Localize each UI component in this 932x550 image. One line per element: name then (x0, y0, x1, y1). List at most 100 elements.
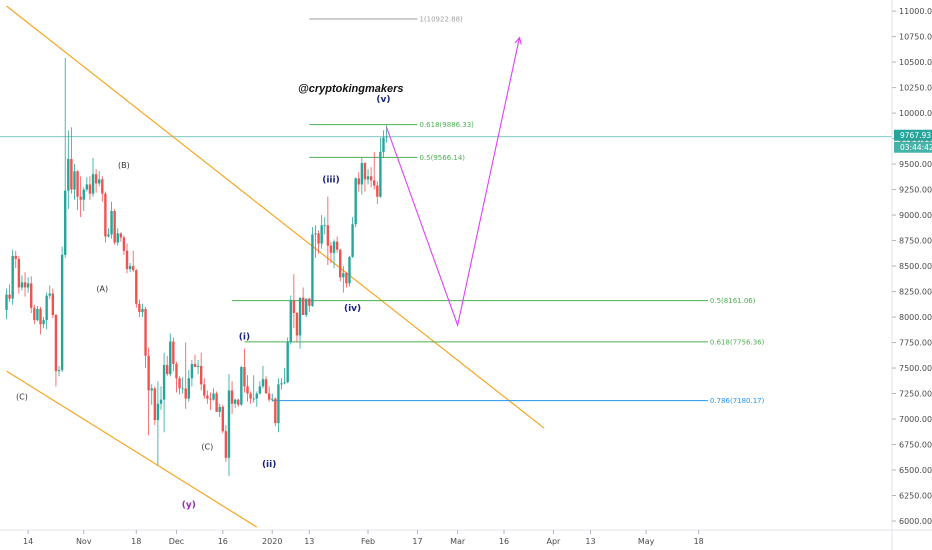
x-tick-label: 16 (218, 537, 228, 546)
fib-level-label: 0.5(9566.14) (419, 154, 465, 162)
candle-body (135, 270, 138, 304)
candle-body (342, 273, 345, 278)
x-tick-label: Feb (361, 537, 375, 546)
candle-body (17, 258, 21, 288)
candle-body (218, 406, 221, 412)
candle-body (320, 225, 323, 244)
candle-body (286, 341, 289, 383)
y-tick-label: 6000.00 (899, 517, 932, 526)
wave-label: (C) (201, 443, 213, 452)
candle-body (5, 294, 8, 310)
price-tag-box (894, 129, 932, 141)
y-tick-label: 8000.00 (899, 313, 932, 322)
candle-body (301, 297, 305, 316)
candle-body (178, 378, 181, 389)
candle-body (267, 393, 271, 400)
fib-level-label: 0.618(7756.36) (710, 338, 765, 346)
candle-body (20, 282, 24, 288)
candle-body (45, 295, 48, 321)
fib-level-label: 0.5(8161.06) (710, 297, 756, 305)
candle-body (101, 179, 104, 194)
candle-body (162, 364, 166, 400)
candle-body (203, 384, 206, 396)
y-tick-label: 10000.00 (899, 109, 932, 118)
wave-label: (B) (118, 161, 130, 170)
candle-body (360, 163, 364, 185)
wave-label: (y) (182, 501, 196, 511)
candle-body (311, 234, 314, 306)
candle-body (98, 179, 101, 184)
candle-body (196, 365, 200, 368)
x-tick-label: 17 (412, 537, 422, 546)
candle-body (39, 308, 42, 325)
candle-body (385, 136, 388, 138)
candle-body (141, 308, 144, 312)
x-tick-label: Apr (547, 537, 562, 546)
projection-arrowhead (514, 36, 522, 45)
candle-body (240, 367, 243, 405)
candle-body (144, 308, 147, 356)
candle-body (82, 189, 85, 200)
candle-body (280, 383, 283, 385)
y-tick-label: 7750.00 (899, 339, 932, 348)
candle-body (138, 303, 141, 312)
candle-body (298, 297, 302, 336)
candle-body (295, 312, 299, 336)
candle-body (94, 174, 98, 184)
candle-body (345, 273, 348, 284)
candle-body (308, 298, 311, 306)
y-tick-label: 8500.00 (899, 262, 932, 271)
current-price-tag: 9767.93 03:44:42 (894, 129, 932, 153)
wave-label: (iii) (322, 175, 339, 185)
candle-body (88, 184, 92, 194)
candle-body (335, 241, 339, 250)
y-tick-label: 9000.00 (899, 211, 932, 220)
candle-body (14, 255, 17, 259)
price-tag-value: 9767.93 (900, 131, 931, 140)
candle-body (60, 254, 64, 371)
candle-body (48, 293, 51, 296)
candle-body (264, 379, 268, 394)
y-tick-label: 10250.00 (899, 84, 932, 93)
candle-body (110, 210, 113, 235)
candle-body (193, 363, 197, 368)
candle-body (30, 283, 33, 308)
candle-body (76, 171, 79, 197)
candle-body (131, 266, 135, 271)
candle-body (199, 365, 203, 385)
y-tick-label: 8250.00 (899, 288, 932, 297)
candle-body (175, 363, 178, 379)
candle-body (258, 386, 262, 394)
candle-body (230, 390, 234, 404)
x-tick-label: 16 (499, 537, 509, 546)
candle-body (206, 395, 209, 399)
candle-body (274, 398, 277, 424)
x-tick-label: 13 (304, 537, 314, 546)
candle-body (107, 234, 110, 237)
candle-body (221, 406, 224, 432)
time-axis[interactable]: 14 Nov 18 Dec 16 2020 13 Feb 17 Mar 16 Apr 13 May 18 (23, 530, 704, 546)
plot-area[interactable]: 1(10922.88) 0.618(9886.33) 0.5(9566.14) 0.5… (0, 5, 892, 528)
candle-body (113, 210, 116, 243)
candle-body (172, 341, 175, 364)
y-tick-label: 6750.00 (899, 441, 932, 450)
candle-body (104, 193, 107, 237)
candle-body (255, 393, 258, 399)
x-tick-label: 2020 (262, 537, 282, 546)
candle-body (8, 294, 11, 299)
y-tick-label: 8750.00 (899, 237, 932, 246)
candle-body (354, 178, 357, 225)
wave-label: (A) (96, 285, 108, 294)
candle-body (305, 298, 308, 316)
candle-body (246, 386, 249, 394)
candle-body (116, 233, 119, 243)
x-tick-label: Nov (76, 537, 92, 546)
candle-body (156, 403, 160, 421)
candle-body (54, 315, 58, 372)
x-tick-label: 14 (23, 537, 33, 546)
wave-label: (v) (376, 95, 390, 105)
candle-body (57, 370, 61, 372)
candle-body (233, 399, 237, 404)
candle-body (128, 266, 132, 270)
